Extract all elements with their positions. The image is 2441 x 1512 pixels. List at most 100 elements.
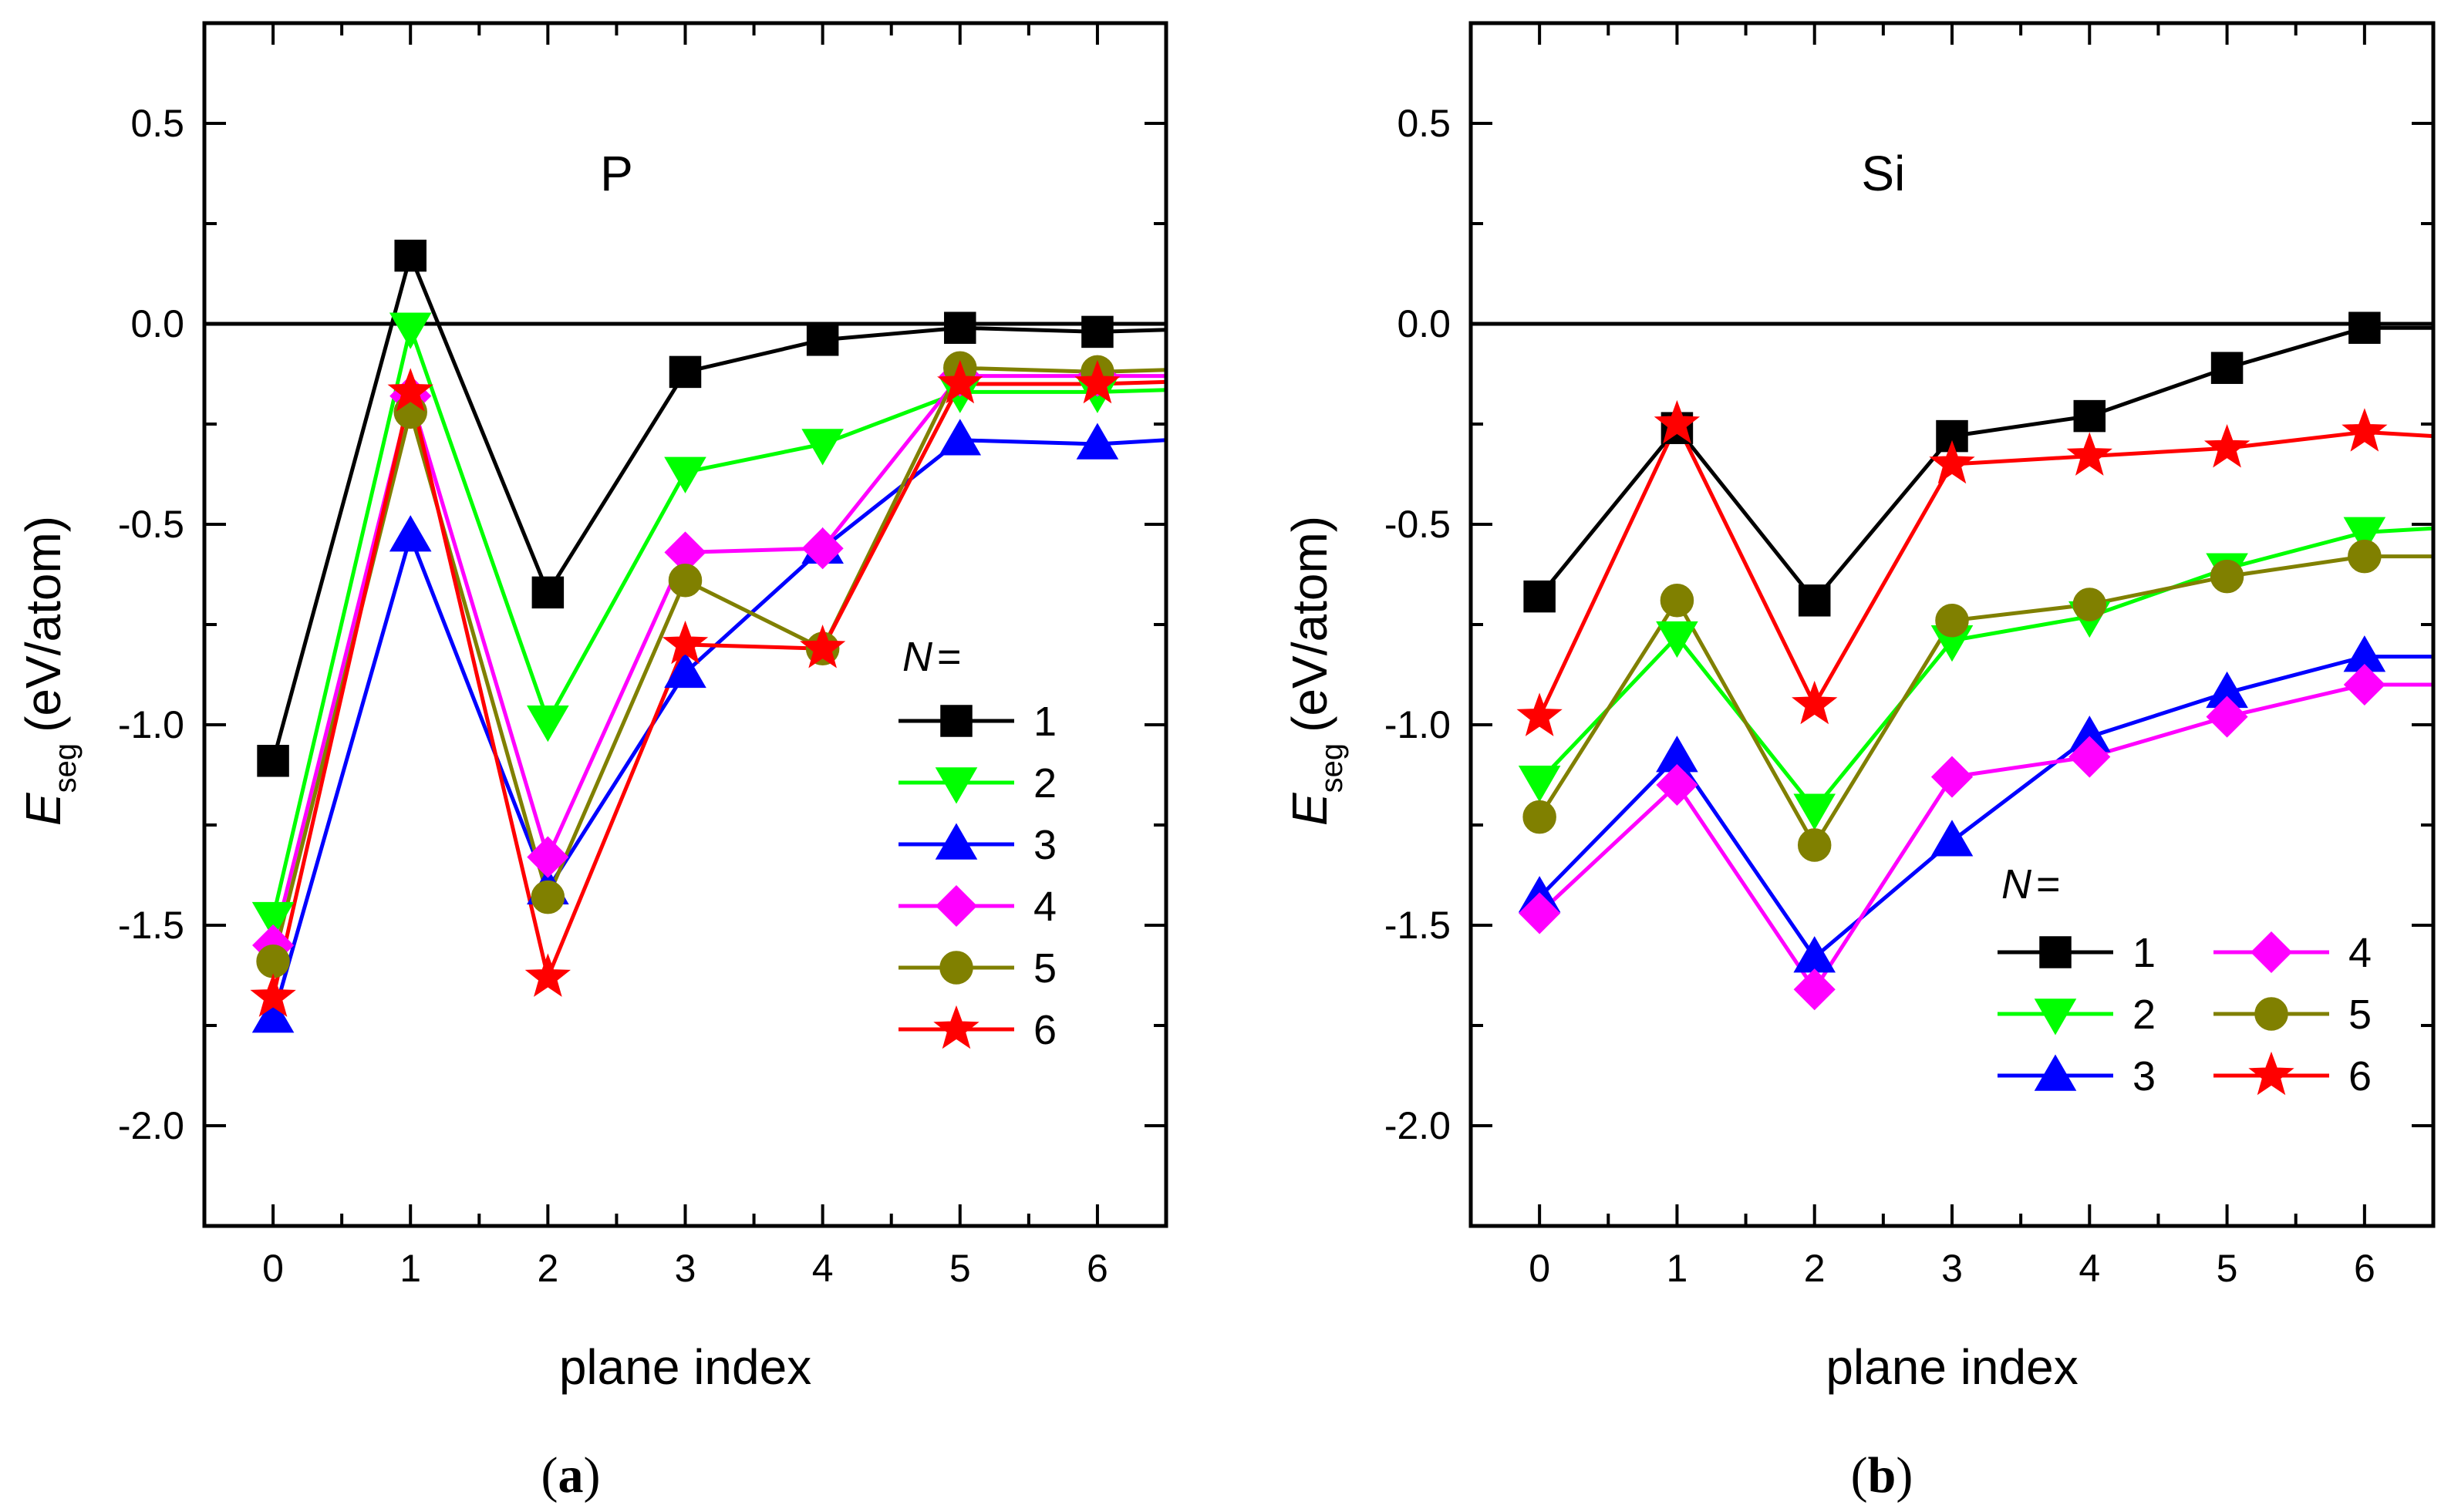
data-point-2-2 [527,705,569,743]
legend-item-2: 2 [899,760,1057,807]
data-point-1-1 [394,239,427,272]
legend-label: 5 [1033,945,1057,992]
data-point-3-0 [251,996,295,1033]
data-point-1-5 [2210,352,2244,384]
y-tick-label: -2.0 [1384,1104,1451,1147]
legend-marker [2254,997,2288,1031]
legend: N = 1 2 3 4 5 6 [1998,861,2372,1099]
legend-label: 2 [1033,760,1057,807]
series-line-6 [1537,422,2433,718]
y-axis-subscript: seg [1315,743,1349,793]
data-point-6-1 [1654,399,1701,444]
series-line-5 [1537,554,2433,847]
x-axis-title: plane index [1826,1339,2078,1395]
data-point-2-1 [389,312,432,349]
data-point-4-2 [1793,968,1836,1011]
series-line-4 [1538,682,2433,992]
data-point-5-0 [1522,800,1556,834]
x-tick-label: 2 [537,1247,558,1290]
data-point-6-0 [250,973,296,1017]
data-point-6-2 [524,953,571,997]
data-point-6-3 [662,620,709,665]
y-tick-label: 0.0 [1397,302,1451,345]
data-point-1-4 [806,324,839,356]
legend-item-5: 5 [899,945,1057,992]
data-point-6-2 [1792,680,1838,725]
y-tick-label: 0.5 [1397,102,1451,145]
data-point-2-0 [1518,766,1561,803]
legend-marker [2039,936,2072,968]
legend-marker [933,1005,979,1049]
legend-label: 3 [1033,822,1057,868]
y-axis-subscript: seg [49,743,83,793]
legend-marker [2034,1054,2077,1091]
data-point-2-1 [1656,621,1698,658]
data-point-4-2 [527,836,569,878]
legend-title: N = [902,634,962,680]
data-point-3-2 [1793,936,1836,973]
data-point-1-0 [257,745,289,777]
x-tick-label: 1 [400,1247,421,1290]
legend: N = 1 2 3 4 5 6 [899,634,1057,1053]
data-point-1-3 [669,355,702,389]
data-point-6-0 [1516,692,1563,736]
series-line-5 [271,365,1166,962]
legend-marker [939,951,973,985]
data-point-2-4 [801,429,844,466]
series-line-4 [271,374,1166,946]
legend-label: 4 [2348,930,2372,976]
legend-item-6: 6 [2213,1051,2372,1099]
data-point-5-4 [2072,588,2107,621]
data-point-3-1 [389,515,432,552]
legend-label: 4 [1033,884,1057,930]
data-point-3-5 [939,419,982,456]
legend-marker [2248,1051,2294,1096]
y-axis-unit: (eV/atom) [15,516,71,732]
legend-label: 3 [2133,1053,2156,1099]
data-point-6-4 [800,625,846,668]
data-point-5-1 [1660,584,1694,618]
data-point-6-5 [2203,424,2251,468]
data-point-2-3 [664,456,706,493]
x-tick-label: 1 [1667,1247,1688,1290]
data-point-3-3 [1930,820,1974,857]
legend-marker [2250,931,2293,974]
data-point-1-2 [1798,584,1831,617]
x-tick-label: 6 [2354,1247,2375,1290]
panel-title: Si [1861,146,1905,201]
legend-label: 6 [1033,1007,1057,1053]
data-point-3-3 [664,651,706,689]
x-tick-label: 6 [1087,1247,1108,1290]
plot-area [250,239,1166,1033]
data-point-5-3 [1935,604,1969,638]
legend-item-3: 3 [899,822,1057,868]
y-tick-label: -0.5 [1384,503,1451,546]
y-tick-label: 0.0 [130,302,184,345]
legend-item-6: 6 [899,1005,1057,1053]
data-point-6-6 [1074,359,1121,404]
data-point-2-6 [2343,517,2386,554]
y-axis-title: Eseg (eV/atom) [15,516,83,826]
data-point-2-2 [1793,793,1836,830]
data-point-5-2 [531,880,565,914]
y-axis-symbol: E [15,792,71,826]
series-line-3 [271,438,1166,1019]
data-point-5-5 [2210,559,2244,594]
legend-marker [935,823,978,860]
x-tick-label: 4 [2079,1247,2100,1290]
series-line-2 [1538,526,2433,811]
y-tick-label: -1.0 [1384,703,1451,746]
x-tick-label: 3 [1941,1247,1963,1290]
data-point-4-4 [801,527,844,570]
legend-marker [935,884,978,928]
data-point-1-4 [2073,399,2106,433]
panel-b: -2.0 -1.5 -1.0 -0.5 0.0 0.5 0 1 2 3 4 5 6 Si plane ind… [1282,21,2436,1504]
data-point-6-3 [1929,439,1975,484]
legend-marker [940,705,973,737]
data-point-4-3 [1930,756,1974,798]
data-point-1-5 [944,311,976,344]
x-tick-label: 3 [675,1247,696,1290]
y-tick-label: -2.0 [118,1104,184,1147]
legend-marker [2034,998,2077,1036]
